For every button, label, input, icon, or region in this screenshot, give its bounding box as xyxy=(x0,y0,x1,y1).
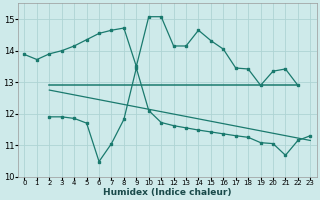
X-axis label: Humidex (Indice chaleur): Humidex (Indice chaleur) xyxy=(103,188,232,197)
